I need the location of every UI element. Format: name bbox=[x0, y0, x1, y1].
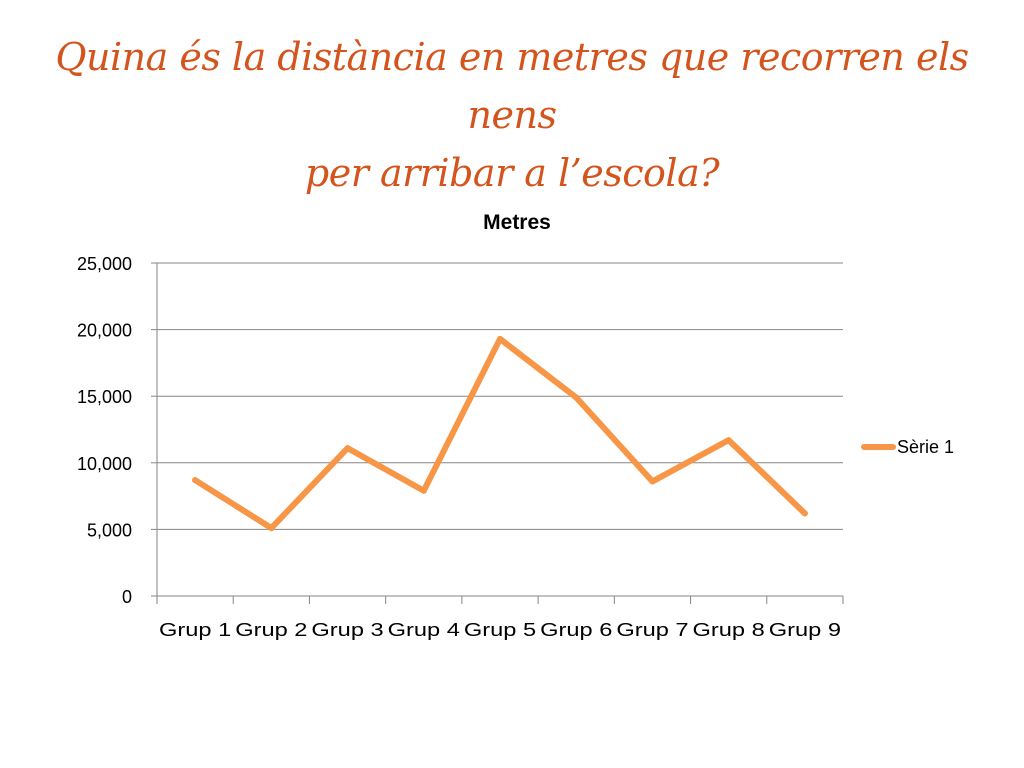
slide-title-line-1: Quina és la distància en metres que reco… bbox=[55, 35, 969, 137]
data-point bbox=[268, 525, 275, 532]
data-point bbox=[497, 335, 503, 342]
gridlines bbox=[157, 262, 843, 530]
x-tick-label: Grup 2 bbox=[235, 620, 307, 640]
axes bbox=[156, 263, 843, 597]
slide-title: Quina és la distància en metres que reco… bbox=[40, 28, 984, 202]
x-tick-label: Grup 5 bbox=[464, 620, 536, 640]
x-tick-label: Grup 1 bbox=[159, 620, 231, 640]
legend: Sèrie 1 bbox=[861, 437, 954, 457]
data-point bbox=[725, 437, 732, 444]
data-point bbox=[649, 478, 656, 485]
data-point bbox=[573, 394, 580, 401]
x-tick-label: Grup 4 bbox=[388, 620, 460, 640]
y-tick-label: 0 bbox=[122, 587, 132, 607]
x-axis-ticks: Grup 1 Grup 2 Grup 3 Grup 4 Grup 5 Grup 6 Grup… bbox=[156, 596, 844, 640]
series-group bbox=[192, 335, 808, 532]
data-point bbox=[344, 445, 351, 452]
y-tick-label: 5,000 bbox=[87, 520, 132, 540]
y-tick-label: 20,000 bbox=[77, 321, 132, 341]
data-point bbox=[801, 510, 808, 517]
series-line bbox=[192, 335, 808, 532]
y-axis-ticks: 0 5,000 10,000 15,000 20,000 25,000 bbox=[77, 254, 157, 607]
legend-label: Sèrie 1 bbox=[897, 437, 954, 457]
data-point bbox=[420, 487, 427, 494]
x-tick-label: Grup 3 bbox=[311, 620, 383, 640]
x-tick-label: Grup 8 bbox=[693, 620, 765, 640]
slide-title-line-2: per arribar a l’escola? bbox=[304, 151, 720, 195]
x-tick-label: Grup 7 bbox=[616, 620, 688, 640]
data-point bbox=[192, 477, 199, 484]
x-tick-label: Grup 9 bbox=[769, 620, 841, 640]
chart-title: Metres bbox=[483, 211, 551, 234]
y-tick-label: 25,000 bbox=[77, 254, 132, 274]
y-tick-label: 10,000 bbox=[77, 454, 132, 474]
y-tick-label: 15,000 bbox=[77, 387, 132, 407]
x-tick-label: Grup 6 bbox=[540, 620, 612, 640]
